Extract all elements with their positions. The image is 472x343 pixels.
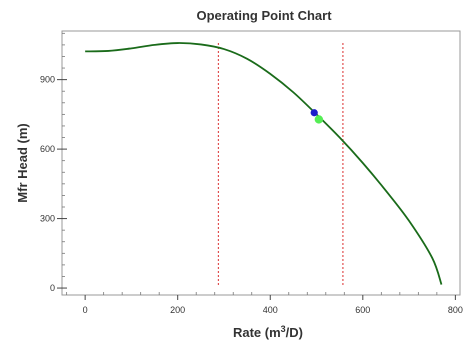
x-axis-label-tail: /D) bbox=[286, 325, 303, 340]
y-axis-label: Mfr Head (m) bbox=[15, 123, 30, 202]
x-tick-label: 400 bbox=[263, 305, 278, 315]
x-tick-label: 600 bbox=[355, 305, 370, 315]
y-minor-ticks bbox=[62, 32, 65, 277]
x-axis-label: Rate (m3/D) bbox=[233, 324, 303, 340]
x-axis-label-main: Rate (m bbox=[233, 325, 281, 340]
vertical-reference-lines bbox=[217, 43, 344, 286]
y-tick-label: 0 bbox=[50, 283, 55, 293]
x-axis-label-superscript: 3 bbox=[281, 324, 286, 334]
axis-major-ticks bbox=[57, 79, 456, 300]
operating-point-marker bbox=[314, 115, 324, 124]
y-tick-label: 600 bbox=[40, 144, 55, 154]
series-group bbox=[85, 42, 443, 285]
x-tick-label: 800 bbox=[448, 305, 463, 315]
x-tick-label: 200 bbox=[170, 305, 185, 315]
y-tick-label: 900 bbox=[40, 75, 55, 85]
operating-point-marker bbox=[310, 109, 318, 117]
x-minor-ticks bbox=[66, 292, 438, 295]
chart-title: Operating Point Chart bbox=[196, 8, 332, 23]
pump-curve-line bbox=[85, 42, 443, 285]
operating-points bbox=[310, 109, 324, 124]
plot-frame bbox=[61, 30, 461, 296]
y-tick-label: 300 bbox=[40, 214, 55, 224]
tick-labels: 0 200 400 600 800 0 300 600 900 bbox=[40, 75, 463, 315]
x-tick-label: 0 bbox=[83, 305, 88, 315]
